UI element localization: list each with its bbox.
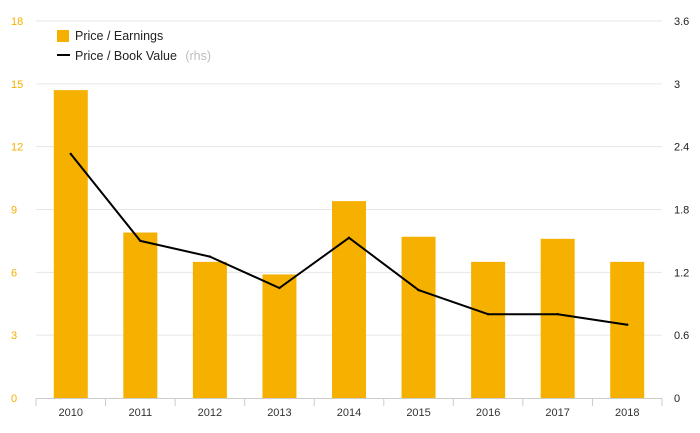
line-series [69, 152, 629, 326]
x-tick-label: 2015 [406, 407, 430, 419]
x-tick-label: 2013 [267, 407, 291, 419]
legend-bar-swatch [57, 30, 69, 42]
legend-label-price-book: Price / Book Value [75, 49, 177, 63]
x-tick-label: 2012 [198, 407, 222, 419]
x-tick-label: 2017 [545, 407, 569, 419]
legend: Price / Earnings Price / Book Value (rhs… [57, 29, 211, 64]
x-tick-label: 2016 [476, 407, 500, 419]
x-tick-label: 2011 [129, 407, 153, 419]
line-point [556, 313, 559, 316]
line-point [486, 313, 490, 316]
left-tick-label: 15 [11, 79, 23, 91]
right-tick-label: 3.6 [674, 16, 689, 28]
x-tick-label: 2014 [337, 407, 361, 419]
right-axis-ticks: 0 0.6 1.2 1.8 2.4 3 3.6 [674, 16, 689, 405]
right-tick-label: 1.8 [674, 205, 689, 217]
line-point [626, 323, 629, 326]
bar [262, 274, 297, 398]
bar [192, 261, 227, 398]
left-tick-label: 12 [11, 142, 23, 154]
axes [35, 398, 663, 406]
legend-label-rhs: (rhs) [185, 49, 211, 63]
line-point [347, 236, 351, 239]
right-tick-label: 3 [674, 79, 680, 91]
left-tick-label: 3 [11, 330, 17, 342]
right-tick-label: 0 [674, 393, 680, 405]
bar [471, 261, 506, 398]
bar [540, 238, 575, 398]
left-tick-label: 6 [11, 267, 17, 279]
bar [332, 201, 366, 398]
legend-label-price-earnings: Price / Earnings [75, 29, 163, 43]
line-point [417, 288, 420, 292]
bar [53, 90, 88, 398]
right-tick-label: 1.2 [674, 267, 689, 279]
x-axis-ticks: 2010 2011 2012 2013 2014 2015 2016 2017 2018 [59, 407, 640, 419]
left-tick-label: 18 [11, 16, 23, 28]
right-tick-label: 2.4 [674, 142, 689, 154]
bar-series [53, 90, 645, 398]
legend-item-price-book: Price / Book Value (rhs) [75, 47, 211, 64]
bar [401, 236, 436, 398]
line-point [278, 286, 281, 290]
right-tick-label: 0.6 [674, 330, 689, 342]
left-tick-label: 9 [11, 205, 17, 217]
x-tick-label: 2010 [59, 407, 83, 419]
left-tick-label: 0 [11, 393, 17, 405]
line-point [139, 239, 142, 243]
left-axis-ticks: 0 3 6 9 12 15 18 [11, 16, 23, 405]
line-point [69, 152, 72, 156]
x-tick-label: 2018 [615, 407, 639, 419]
bar [610, 261, 645, 398]
line-point [208, 255, 212, 258]
bar [123, 232, 158, 398]
